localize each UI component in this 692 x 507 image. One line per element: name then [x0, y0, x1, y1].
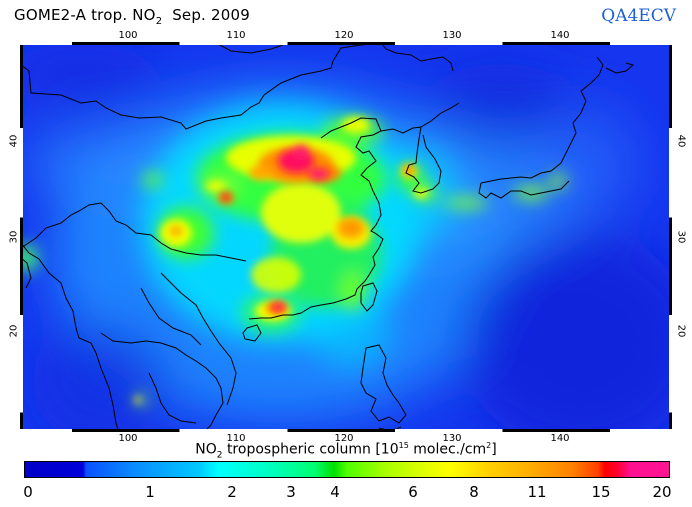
colorbar-tick: 4 — [330, 483, 340, 501]
colorbar-title-part: NO — [195, 441, 217, 458]
colorbar-title: NO2 tropospheric column [1015 molec./cm2… — [195, 441, 496, 460]
colorbar-tick: 3 — [286, 483, 296, 501]
title-date: Sep. 2009 — [172, 6, 250, 24]
colorbar-title-sup: 2 — [486, 441, 492, 450]
colorbar-tick: 2 — [227, 483, 237, 501]
lat-tick-left: 20 — [8, 324, 20, 338]
title-text: GOME2-A trop. NO — [14, 6, 156, 24]
colorbar-tick: 1 — [145, 483, 155, 501]
colorbar-title-sub: 2 — [216, 450, 223, 461]
brand-label: QA4ECV — [601, 6, 676, 26]
lon-tick-top: 120 — [334, 30, 354, 41]
lat-tick-right: 30 — [675, 230, 687, 244]
lat-tick-right: 40 — [675, 134, 687, 148]
no2-map — [20, 42, 672, 432]
lon-tick-bottom: 130 — [442, 433, 462, 444]
lon-tick-bottom: 140 — [550, 433, 570, 444]
bottom-axis-bar — [20, 429, 672, 432]
lon-tick-top: 110 — [226, 30, 246, 41]
colorbar-tick: 20 — [652, 483, 672, 501]
lon-tick-top: 140 — [550, 30, 570, 41]
colorbar-tick: 11 — [527, 483, 547, 501]
coastlines — [21, 43, 635, 431]
lat-tick-left: 40 — [8, 134, 20, 148]
colorbar-title-part: tropospheric column [10 — [222, 441, 399, 458]
lon-tick-bottom: 120 — [334, 433, 354, 444]
colorbar-tick: 0 — [23, 483, 33, 501]
colorbar-tick: 15 — [591, 483, 611, 501]
map-canvas — [21, 43, 671, 431]
lat-tick-right: 20 — [675, 324, 687, 338]
colorbar-title-part: molec./cm — [408, 441, 487, 458]
colorbar-title-part: ] — [491, 441, 497, 458]
colorbar-title-sup: 15 — [398, 441, 409, 450]
lat-tick-left: 30 — [8, 230, 20, 244]
title-subscript: 2 — [155, 16, 163, 27]
lon-tick-bottom: 110 — [226, 433, 246, 444]
right-axis-bar — [669, 42, 672, 432]
map-title: GOME2-A trop. NO2 Sep. 2009 — [14, 6, 250, 27]
left-axis-bar — [20, 42, 23, 432]
colorbar — [24, 461, 670, 478]
colorbar-tick: 6 — [408, 483, 418, 501]
colorbar-tick: 8 — [469, 483, 479, 501]
hotspots — [222, 145, 329, 311]
top-axis-bar — [20, 42, 672, 45]
lon-tick-bottom: 100 — [118, 433, 138, 444]
lon-tick-top: 130 — [442, 30, 462, 41]
lon-tick-top: 100 — [118, 30, 138, 41]
